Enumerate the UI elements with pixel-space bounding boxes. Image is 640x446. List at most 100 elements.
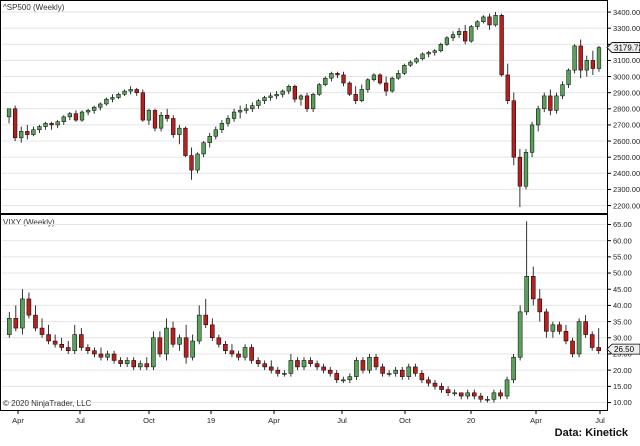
vixy-candle	[66, 341, 70, 354]
vixy-candle-body	[498, 393, 502, 396]
sp500-candle	[141, 89, 145, 121]
sp500-candle	[62, 115, 66, 125]
sp500-candle	[208, 133, 212, 148]
x-tick-label: 19	[207, 416, 215, 425]
vixy-candle-body	[86, 347, 90, 350]
vixy-candle-body	[485, 399, 489, 400]
sp500-candle	[561, 81, 565, 99]
sp500-candle	[250, 102, 254, 112]
vixy-candle-body	[217, 338, 221, 344]
sp500-candle-body	[269, 96, 273, 98]
vixy-candle	[472, 390, 476, 400]
vixy-candle	[485, 396, 489, 402]
vixy-candle-body	[505, 380, 509, 396]
x-tick-label: Jul	[75, 416, 85, 425]
vixy-y-tick-label: 10.00	[613, 398, 632, 407]
sp500-candle	[147, 109, 151, 125]
sp500-candles	[7, 12, 601, 207]
vixy-candle	[60, 338, 64, 351]
sp500-candle	[548, 89, 552, 115]
sp500-candle-body	[548, 96, 552, 111]
vixy-candle-body	[394, 370, 398, 373]
sp500-y-tick-label: 2900.00	[613, 88, 640, 97]
sp500-candle-body	[555, 96, 559, 111]
vixy-candle	[309, 357, 313, 367]
sp500-candle-body	[135, 89, 139, 92]
vixy-candle-body	[518, 312, 522, 357]
vixy-candle-body	[407, 367, 411, 377]
vixy-candle-body	[204, 315, 208, 325]
vixy-candle-body	[348, 377, 352, 380]
vixy-candle-body	[564, 331, 568, 341]
vixy-candle-body	[197, 315, 201, 341]
sp500-candle-body	[323, 78, 327, 84]
vixy-candle-body	[171, 328, 175, 344]
sp500-candle-body	[561, 85, 565, 96]
sp500-candle	[293, 85, 297, 103]
x-tick-label: Jul	[595, 416, 605, 425]
sp500-candle	[123, 89, 127, 95]
vixy-candle	[112, 351, 116, 364]
vixy-candle-body	[191, 341, 195, 357]
sp500-candle	[506, 64, 510, 104]
vixy-panel: VIXY (Weekly) 65.0060.0055.0050.0045.004…	[1, 215, 640, 411]
sp500-candle	[135, 88, 139, 96]
sp500-candle	[366, 78, 370, 93]
vixy-candle-body	[20, 299, 24, 328]
vixy-candle-body	[512, 357, 516, 380]
vixy-candle-body	[544, 312, 548, 331]
vixy-candle	[374, 354, 378, 370]
sp500-y-tick-label: 3000.00	[613, 72, 640, 81]
vixy-candle-body	[40, 328, 44, 334]
sp500-candle	[214, 127, 218, 140]
vixy-candle	[577, 318, 581, 357]
sp500-candle-body	[287, 86, 291, 91]
sp500-candle-body	[439, 44, 443, 50]
sp500-candle-body	[86, 110, 90, 112]
vixy-candle-body	[570, 341, 574, 354]
sp500-candle-body	[19, 131, 23, 137]
vixy-candle-body	[453, 393, 457, 394]
sp500-candle-body	[360, 89, 364, 100]
vixy-candle	[413, 364, 417, 377]
vixy-candle-body	[282, 373, 286, 374]
sp500-candle-body	[147, 110, 151, 120]
vixy-candle-body	[400, 370, 404, 376]
vixy-candle-body	[47, 335, 51, 341]
sp500-candle-body	[68, 114, 72, 117]
sp500-candle-body	[184, 128, 188, 155]
sp500-candle-body	[226, 118, 230, 123]
sp500-candle-body	[427, 52, 431, 54]
sp500-y-tick-label: 3300.00	[613, 24, 640, 33]
vixy-candle	[53, 335, 57, 348]
sp500-candle	[25, 125, 29, 140]
sp500-candle-body	[281, 91, 285, 94]
vixy-candle	[99, 347, 103, 360]
sp500-candle-body	[542, 96, 546, 109]
vixy-candle-body	[335, 373, 339, 379]
sp500-candle-body	[445, 38, 449, 44]
vixy-candle-body	[315, 364, 319, 367]
sp500-candle	[56, 120, 60, 128]
sp500-candle	[500, 14, 504, 77]
sp500-candle	[512, 93, 516, 166]
vixy-candle	[459, 393, 463, 399]
vixy-candle	[584, 315, 588, 338]
data-credit: Data: Kinetick	[555, 427, 628, 439]
copyright-text: © 2020 NinjaTrader, LLC	[3, 399, 92, 408]
sp500-candle	[494, 12, 498, 27]
sp500-candle	[445, 36, 449, 46]
sp500-candle	[86, 109, 90, 115]
sp500-candle-body	[378, 75, 382, 83]
sp500-candle-body	[196, 154, 200, 170]
sp500-candle-body	[7, 109, 11, 117]
sp500-candle-body	[13, 109, 17, 138]
vixy-y-tick-label: 30.00	[613, 333, 632, 342]
vixy-candle-body	[472, 393, 476, 396]
x-tick-label: Jul	[337, 416, 347, 425]
vixy-candle	[518, 305, 522, 360]
sp500-candle-body	[208, 136, 212, 142]
vixy-candle	[223, 341, 227, 354]
